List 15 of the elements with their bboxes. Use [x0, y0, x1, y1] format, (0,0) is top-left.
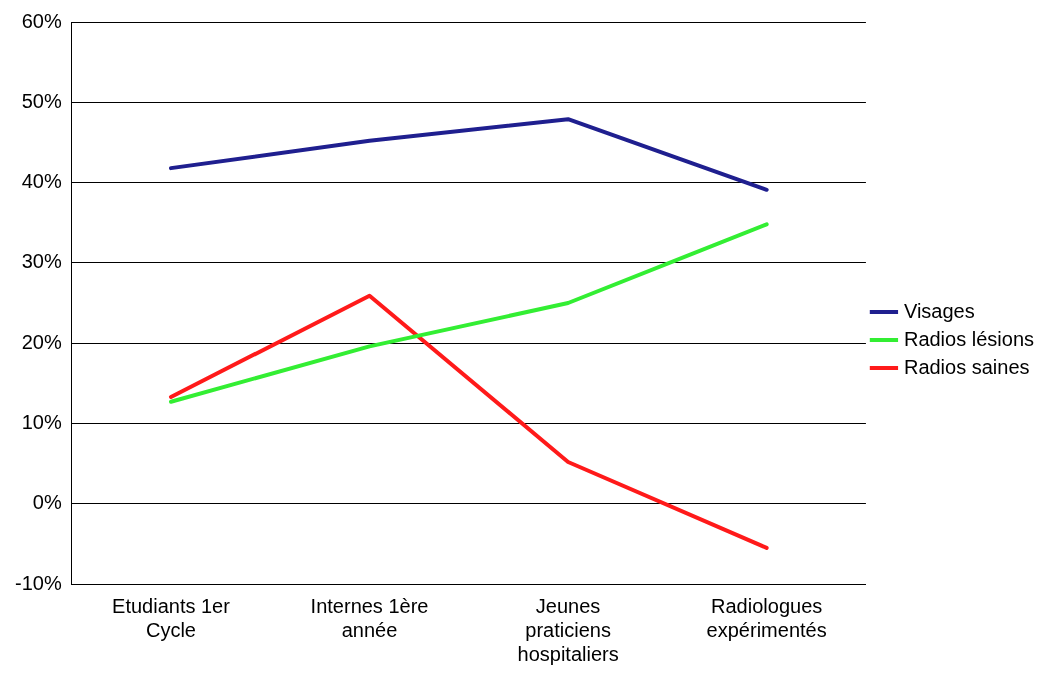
y-tick-label: -10% — [14, 571, 62, 594]
legend-label: Radios saines — [903, 355, 1030, 378]
x-tick-label: Radiologues expérimentés — [706, 594, 827, 641]
legend-label: Radios lésions — [903, 327, 1035, 350]
y-tick-label: 0% — [32, 491, 62, 514]
y-tick-label: 40% — [21, 170, 62, 193]
y-tick-label: 30% — [21, 250, 62, 273]
y-tick-label: 50% — [21, 89, 62, 112]
y-tick-label: 60% — [21, 9, 62, 32]
x-tick-label: Internes 1ère année — [310, 594, 429, 641]
x-tick-label: Etudiants 1er Cycle — [112, 594, 231, 641]
y-tick-label: 10% — [21, 410, 62, 433]
x-tick-label: Jeunes praticiens hospitaliers — [517, 594, 619, 665]
y-tick-label: 20% — [21, 330, 62, 353]
legend-label: Visages — [903, 299, 975, 322]
